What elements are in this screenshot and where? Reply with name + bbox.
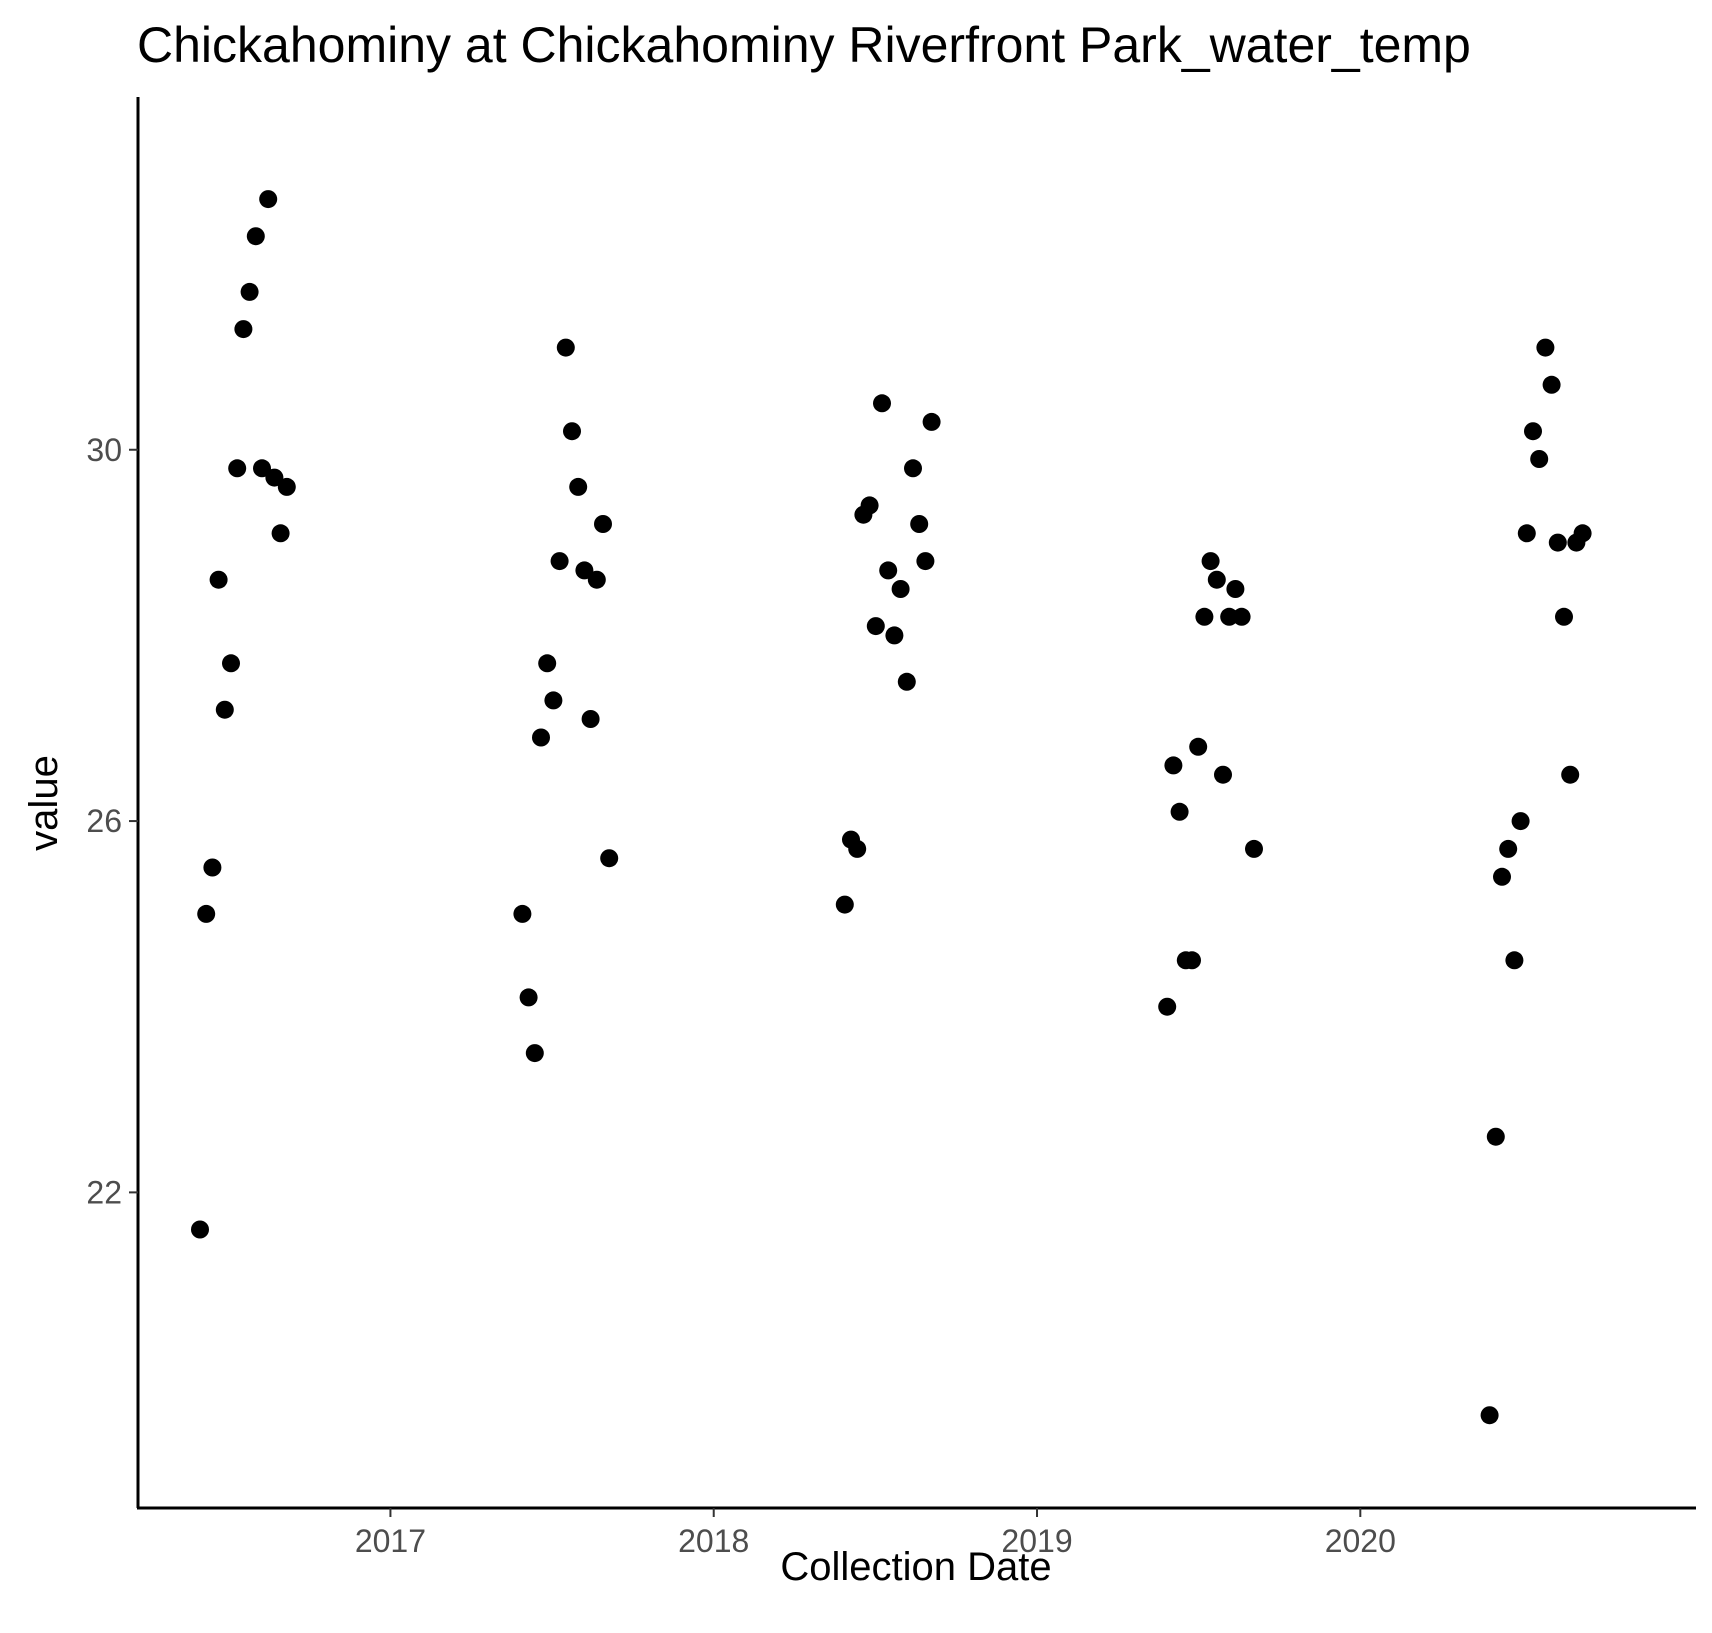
- y-axis-ticks: 22 26 30: [86, 432, 138, 1210]
- data-point: [835, 895, 854, 914]
- data-point: [879, 561, 898, 580]
- data-point: [1164, 756, 1183, 775]
- data-point: [904, 459, 922, 478]
- data-point: [1555, 607, 1573, 626]
- data-point: [1536, 338, 1555, 357]
- data-point: [259, 190, 278, 209]
- data-point: [1245, 839, 1263, 858]
- data-point: [222, 654, 240, 673]
- data-point: [575, 561, 594, 580]
- chart-title: Chickahominy at Chickahominy Riverfront …: [137, 17, 1471, 73]
- x-tick-label: 2017: [355, 1523, 426, 1559]
- data-point: [1493, 867, 1511, 886]
- data-point: [563, 422, 581, 441]
- data-point: [860, 496, 879, 515]
- data-point: [1189, 737, 1208, 756]
- data-point: [587, 570, 606, 589]
- data-point: [191, 1220, 209, 1239]
- data-point: [246, 227, 265, 246]
- y-tick-label: 22: [86, 1174, 122, 1210]
- data-point: [922, 412, 941, 431]
- data-point: [240, 282, 259, 301]
- data-point: [594, 515, 612, 533]
- data-point: [848, 839, 867, 858]
- data-point: [556, 338, 575, 357]
- data-point: [1214, 765, 1232, 784]
- data-point: [1480, 1406, 1499, 1425]
- data-point: [897, 672, 916, 691]
- data-point: [873, 394, 891, 413]
- x-axis-ticks: 2017 2018 2019 2020: [355, 1508, 1396, 1559]
- data-point: [1511, 812, 1530, 831]
- data-point: [215, 700, 234, 719]
- data-point: [271, 524, 290, 543]
- x-tick-label: 2019: [1001, 1523, 1072, 1559]
- data-point: [228, 459, 247, 478]
- data-point: [581, 710, 600, 728]
- data-point: [519, 988, 538, 1007]
- data-point: [277, 477, 296, 496]
- data-point: [891, 580, 910, 598]
- data-point: [600, 849, 619, 868]
- data-point: [253, 459, 271, 478]
- data-point: [569, 477, 588, 496]
- data-point: [1499, 839, 1518, 858]
- y-tick-label: 30: [86, 432, 122, 468]
- data-point: [1573, 524, 1592, 543]
- data-point: [916, 552, 935, 571]
- x-tick-label: 2020: [1325, 1523, 1396, 1559]
- data-point: [1530, 450, 1549, 468]
- data-point: [1158, 997, 1177, 1016]
- data-point: [265, 468, 284, 487]
- data-point: [1486, 1127, 1505, 1146]
- data-point: [209, 570, 228, 589]
- data-point: [197, 904, 216, 923]
- data-point: [544, 691, 563, 710]
- data-point: [1195, 607, 1214, 626]
- data-point: [885, 626, 904, 645]
- data-point: [538, 654, 557, 673]
- data-point: [910, 515, 929, 533]
- data-point: [1524, 422, 1542, 441]
- data-point: [203, 858, 222, 877]
- data-point: [1232, 607, 1251, 626]
- x-axis-title: Collection Date: [780, 1545, 1051, 1589]
- data-point: [1226, 580, 1245, 598]
- data-point: [532, 728, 550, 747]
- data-point: [525, 1044, 544, 1063]
- data-point: [1183, 951, 1201, 970]
- data-point: [1561, 765, 1580, 784]
- data-point: [1220, 607, 1239, 626]
- data-point: [234, 320, 253, 339]
- data-point: [1207, 570, 1226, 589]
- x-tick-label: 2018: [678, 1523, 749, 1559]
- y-axis-title: value: [22, 755, 66, 851]
- data-point: [1170, 802, 1189, 821]
- data-point: [866, 617, 885, 636]
- plot-area: [191, 190, 1592, 1425]
- data-point: [513, 904, 532, 923]
- data-point: [1548, 533, 1567, 552]
- data-point: [1201, 552, 1220, 571]
- data-point: [1505, 951, 1524, 970]
- data-point: [1542, 375, 1561, 394]
- y-tick-label: 26: [86, 803, 122, 839]
- data-point: [550, 552, 569, 571]
- data-point: [1517, 524, 1536, 543]
